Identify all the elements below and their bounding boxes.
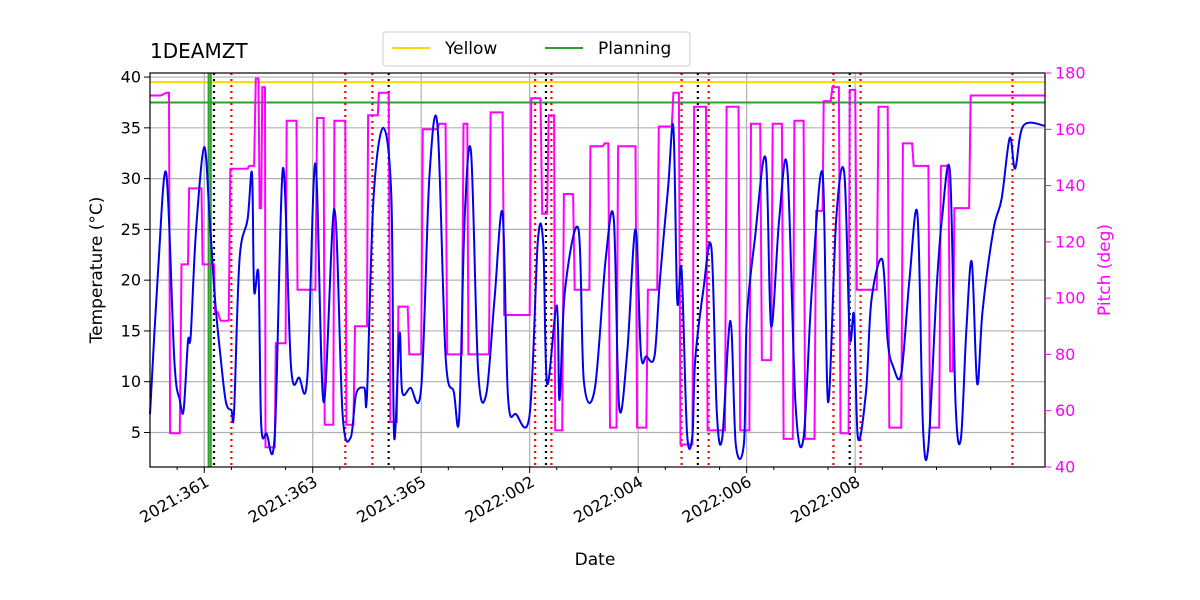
x-axis-title: Date xyxy=(575,550,616,570)
event-lines xyxy=(207,73,1014,467)
x-tick-label: 2022:006 xyxy=(679,472,755,527)
chart-title: 1DEAMZT xyxy=(150,39,248,63)
y-tick-label: 20 xyxy=(121,271,141,290)
pitch-series-line xyxy=(150,77,1045,449)
y-tick-label: 10 xyxy=(121,372,141,391)
x-tick-label: 2022:008 xyxy=(787,472,863,527)
grid xyxy=(150,73,1045,467)
limit-lines xyxy=(150,81,1045,104)
y2-tick-label: 80 xyxy=(1055,345,1075,364)
x-tick-label: 2021:365 xyxy=(353,472,429,527)
legend-label-yellow: Yellow xyxy=(444,39,497,59)
y-tick-label: 25 xyxy=(121,220,141,239)
legend: Yellow Planning xyxy=(382,31,691,67)
y-tick-label: 35 xyxy=(121,118,141,137)
y2-axis-title: Pitch (deg) xyxy=(1095,224,1115,316)
y-tick-label: 15 xyxy=(121,321,141,340)
y-tick-label: 5 xyxy=(131,423,141,442)
legend-box xyxy=(382,31,691,67)
y2-tick-label: 140 xyxy=(1055,176,1086,195)
x-tick-label: 2022:004 xyxy=(570,472,646,527)
y2-tick-label: 160 xyxy=(1055,120,1086,139)
legend-label-planning: Planning xyxy=(598,39,671,59)
temperature-series-line xyxy=(149,114,1046,462)
y-axis-title: Temperature (°C) xyxy=(87,197,107,345)
x-tick-label: 2021:361 xyxy=(136,472,212,527)
y2-tick-label: 120 xyxy=(1055,232,1086,251)
plot-frame xyxy=(149,72,1046,468)
y2-tick-label: 40 xyxy=(1055,458,1075,477)
x-tick-label: 2022:002 xyxy=(462,472,538,527)
y2-tick-label: 100 xyxy=(1055,289,1086,308)
series xyxy=(149,77,1046,462)
y-tick-label: 40 xyxy=(121,68,141,87)
y2-tick-label: 60 xyxy=(1055,401,1075,420)
y-tick-label: 30 xyxy=(121,169,141,188)
y2-tick-label: 180 xyxy=(1055,64,1086,83)
x-tick-label: 2021:363 xyxy=(245,472,321,527)
